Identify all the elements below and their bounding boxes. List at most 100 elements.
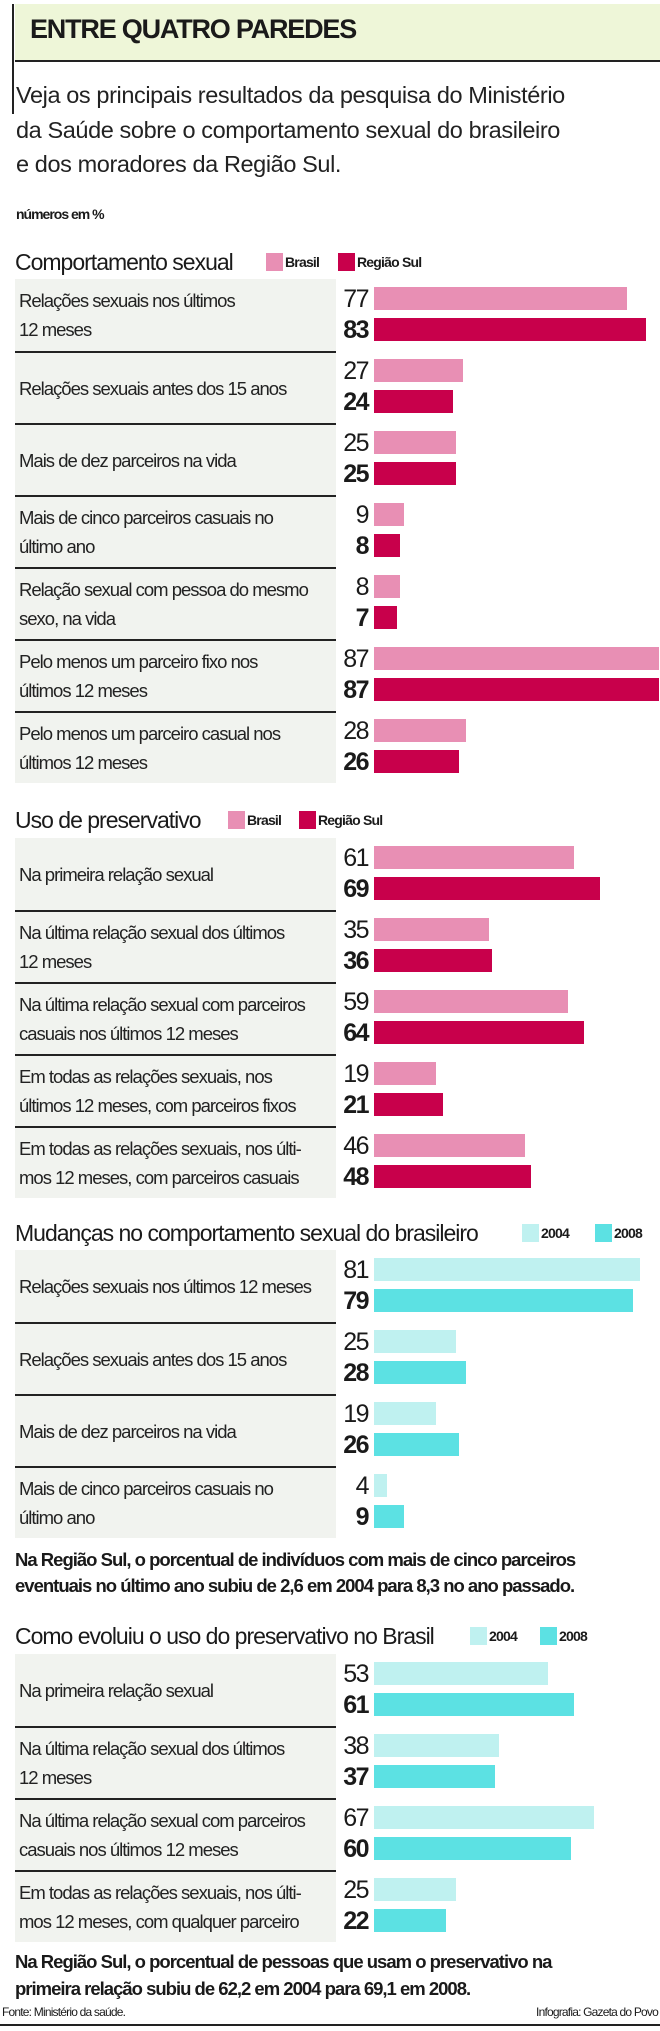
bar-first-series — [374, 1662, 548, 1685]
bottom-rule — [0, 2024, 660, 2026]
unit-note: números em % — [16, 206, 105, 222]
credit-note: Infografia: Gazeta do Povo — [536, 2005, 659, 2019]
table-row: Relações sexuais antes dos 15 anos 25 28 — [0, 1322, 660, 1394]
data-label: 19 — [343, 1400, 369, 1428]
table-row: Mais de dez parceiros na vida 19 26 — [0, 1394, 660, 1466]
chart-rows: Relações sexuais nos últimos 12 meses 77 8… — [0, 279, 660, 783]
row-label-cell: Na última relação sexual dos últimos 12 … — [15, 910, 336, 982]
legend-item: Brasil — [266, 248, 320, 276]
bar-second-series — [374, 750, 460, 773]
row-label: Na primeira relação sexual — [19, 863, 214, 885]
row-label-cell: Relação sexual com pessoa do mesmo sexo,… — [15, 567, 336, 639]
intro-line: Veja os principais resultados da pesquis… — [16, 82, 565, 108]
legend-item: Região Sul — [338, 248, 422, 276]
bar-first-series — [374, 359, 463, 382]
data-label: 8 — [355, 532, 370, 560]
bar-first-series — [374, 1062, 437, 1085]
data-label: 22 — [343, 1907, 369, 1935]
bar-second-series — [374, 1361, 466, 1384]
data-label: 48 — [343, 1163, 369, 1191]
title-band — [15, 4, 660, 62]
table-row: Mais de cinco parceiros casuais no últim… — [0, 1466, 660, 1538]
table-row: Na primeira relação sexual 61 69 — [0, 838, 660, 910]
bar-first-series — [374, 503, 404, 526]
row-label-cell: Em todas as relações sexuais, nos últi- … — [15, 1126, 336, 1198]
bar-first-series — [374, 719, 466, 742]
table-row: Na última relação sexual com parceiros c… — [0, 982, 660, 1054]
data-label: 79 — [343, 1287, 369, 1315]
intro-line: e dos moradores da Região Sul. — [16, 151, 342, 177]
summary-note: eventuais no último ano subiu de 2,6 em … — [15, 1575, 575, 1596]
row-label: Relações sexuais antes dos 15 anos — [19, 377, 287, 399]
legend-label: Brasil — [285, 254, 320, 270]
legend-item: 2008 — [540, 1622, 588, 1650]
legend-label: 2004 — [489, 1628, 518, 1644]
data-label: 21 — [343, 1091, 369, 1119]
data-label: 64 — [343, 1019, 369, 1047]
data-label: 25 — [343, 429, 369, 457]
row-label-cell: Na última relação sexual com parceiros c… — [15, 982, 336, 1054]
chart-rows: Relações sexuais nos últimos 12 meses 81 7… — [0, 1250, 660, 1538]
legend-swatch — [595, 1224, 612, 1242]
bar-first-series — [374, 287, 627, 310]
row-label: Em todas as relações sexuais, nos último… — [19, 1066, 297, 1116]
data-label: 60 — [343, 1835, 369, 1863]
bar-second-series — [374, 606, 397, 629]
data-label: 9 — [355, 1503, 370, 1531]
bar-first-series — [374, 846, 575, 869]
bar-first-series — [374, 431, 456, 454]
bar-second-series — [374, 1765, 496, 1788]
legend-item: 2004 — [470, 1622, 518, 1650]
legend-label: Região Sul — [318, 812, 383, 828]
row-label: Em todas as relações sexuais, nos últi- … — [19, 1882, 302, 1932]
legend-label: Região Sul — [357, 254, 422, 270]
data-label: 87 — [343, 676, 369, 704]
legend-swatch — [299, 811, 316, 829]
chart-rows: Na primeira relação sexual 53 61 Na última … — [0, 1654, 660, 1942]
row-label-cell: Relações sexuais nos últimos 12 meses — [15, 279, 336, 351]
legend-item: 2008 — [595, 1219, 643, 1247]
legend-label: 2008 — [559, 1628, 588, 1644]
row-label-cell: Em todas as relações sexuais, nos último… — [15, 1054, 336, 1126]
legend-swatch — [540, 1627, 557, 1645]
row-label-cell: Na primeira relação sexual — [15, 838, 336, 910]
bar-first-series — [374, 918, 489, 941]
summary-note: primeira relação subiu de 62,2 em 2004 p… — [15, 1978, 471, 1999]
row-label-cell: Na última relação sexual com parceiros c… — [15, 1798, 336, 1870]
table-row: Relações sexuais nos últimos 12 meses 77 8… — [0, 279, 660, 351]
row-label-cell: Mais de cinco parceiros casuais no últim… — [15, 1466, 336, 1538]
bar-first-series — [374, 1258, 640, 1281]
data-label: 25 — [343, 1876, 369, 1904]
row-label-cell: Pelo menos um parceiro fixo nos últimos … — [15, 639, 336, 711]
table-row: Em todas as relações sexuais, nos último… — [0, 1054, 660, 1126]
legend-label: 2004 — [541, 1225, 570, 1241]
bar-first-series — [374, 575, 401, 598]
bar-second-series — [374, 1837, 571, 1860]
data-label: 61 — [343, 844, 369, 872]
row-label-cell: Mais de dez parceiros na vida — [15, 423, 336, 495]
summary-note: Na Região Sul, o porcentual de pessoas q… — [15, 1951, 552, 1972]
row-label: Em todas as relações sexuais, nos últi- … — [19, 1138, 302, 1188]
bar-second-series — [374, 1505, 404, 1528]
row-label: Relações sexuais nos últimos 12 meses — [19, 1275, 312, 1297]
data-label: 9 — [355, 501, 370, 529]
section-title: Como evoluiu o uso do preservativo no Br… — [15, 1623, 435, 1649]
row-label-cell: Relações sexuais nos últimos 12 meses — [15, 1250, 336, 1322]
legend-swatch — [266, 253, 283, 271]
section-title: Mudanças no comportamento sexual do bras… — [15, 1220, 479, 1246]
row-label: Mais de dez parceiros na vida — [19, 449, 237, 471]
table-row: Mais de dez parceiros na vida 25 25 — [0, 423, 660, 495]
bar-second-series — [374, 678, 660, 701]
chart-rows: Na primeira relação sexual 61 69 Na última … — [0, 838, 660, 1198]
bar-first-series — [374, 1402, 437, 1425]
bar-second-series — [374, 1165, 532, 1188]
data-label: 27 — [343, 357, 369, 385]
row-label-cell: Relações sexuais antes dos 15 anos — [15, 351, 336, 423]
row-label-cell: Na primeira relação sexual — [15, 1654, 336, 1726]
intro-line: da Saúde sobre o comportamento sexual do… — [16, 117, 560, 143]
data-label: 26 — [343, 1431, 369, 1459]
data-label: 61 — [343, 1691, 369, 1719]
bar-first-series — [374, 1734, 499, 1757]
bar-first-series — [374, 1134, 525, 1157]
bar-second-series — [374, 534, 401, 557]
